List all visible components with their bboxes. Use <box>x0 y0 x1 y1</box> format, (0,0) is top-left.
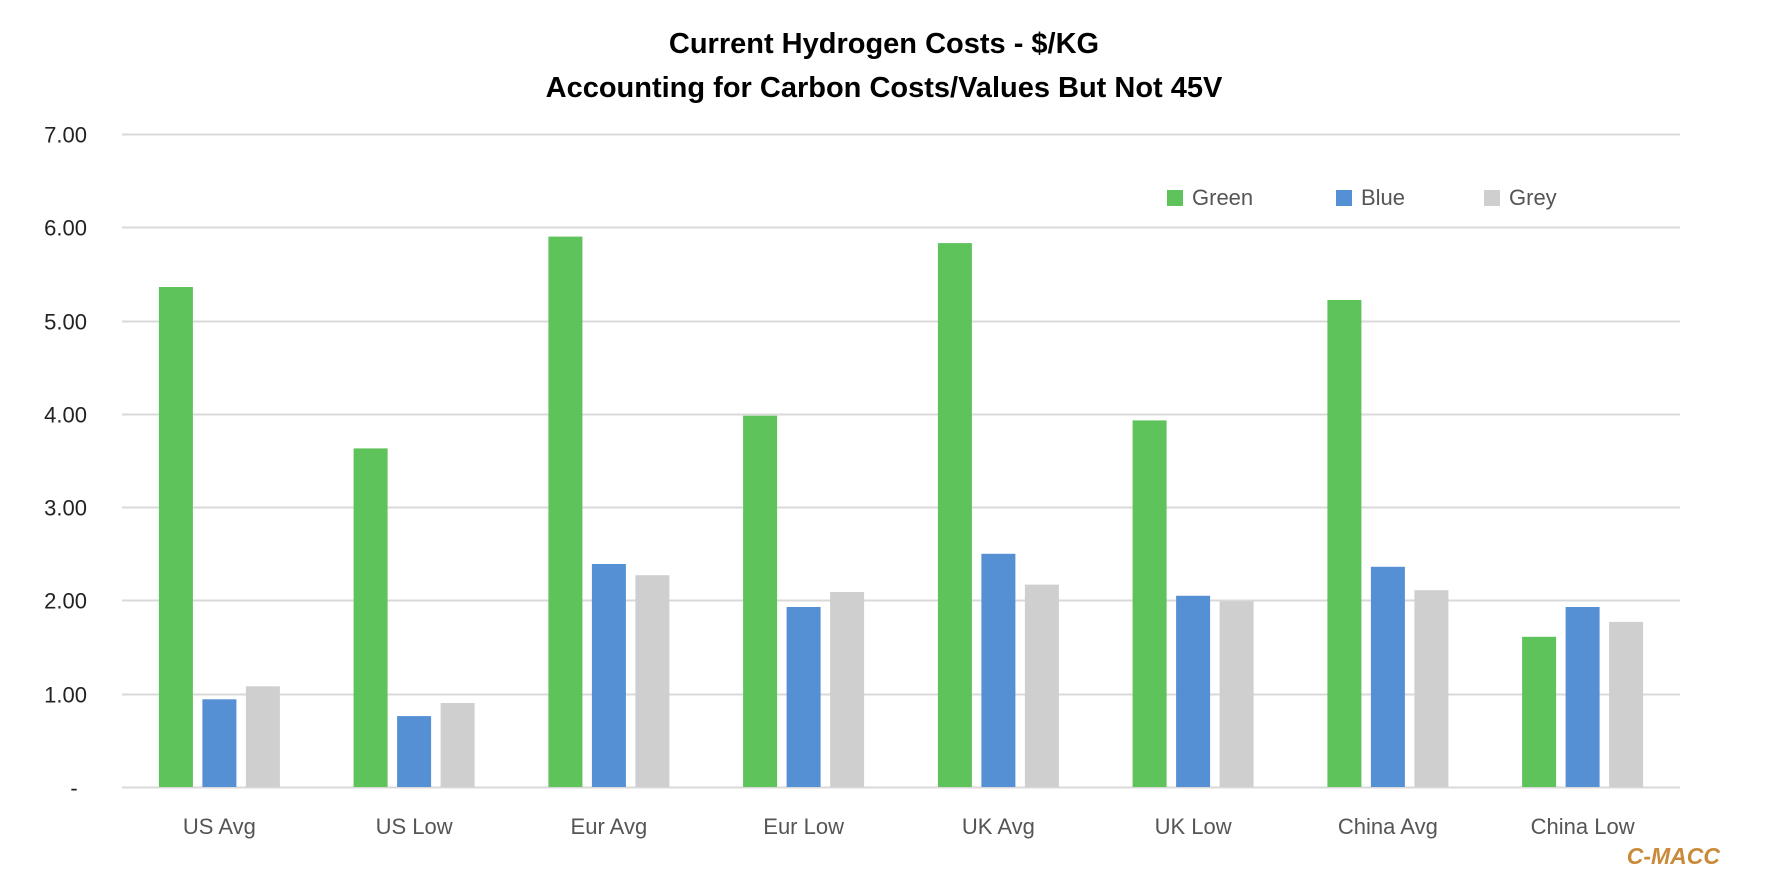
watermark-c-macc: C-MACC <box>1627 843 1721 869</box>
bar-green-eur-avg <box>548 236 583 788</box>
chart-title: Current Hydrogen Costs - $/KG Accounting… <box>546 28 1223 104</box>
y-tick-label: 7.00 <box>44 123 87 148</box>
bars <box>158 236 1644 788</box>
bar-grey-us-low <box>440 703 475 787</box>
y-tick-label: 3.00 <box>44 496 87 521</box>
bar-blue-us-low <box>397 716 432 787</box>
bar-green-china-avg <box>1327 300 1362 787</box>
bar-grey-uk-low <box>1219 601 1254 787</box>
legend-label: Green <box>1192 185 1253 210</box>
bar-grey-uk-avg <box>1024 584 1059 787</box>
x-tick-label: US Low <box>376 814 453 839</box>
x-tick-label: US Avg <box>183 814 256 839</box>
bar-blue-eur-low <box>786 607 821 787</box>
legend-label: Grey <box>1509 185 1557 210</box>
chart-subtitle: Accounting for Carbon Costs/Values But N… <box>546 72 1223 104</box>
x-tick-label: China Low <box>1531 814 1635 839</box>
bar-green-china-low <box>1522 636 1557 787</box>
legend-swatch <box>1336 190 1352 206</box>
y-axis-tick-labels: - 1.00 2.00 3.00 4.00 5.00 6.00 7.00 <box>44 123 87 801</box>
legend-item-grey: Grey <box>1484 185 1557 210</box>
bar-green-uk-low <box>1132 420 1167 787</box>
legend-item-green: Green <box>1167 185 1253 210</box>
legend-item-blue: Blue <box>1336 185 1405 210</box>
chart-title-line-1: Current Hydrogen Costs - $/KG <box>669 28 1099 60</box>
bar-blue-us-avg <box>202 699 237 787</box>
y-tick-label: 2.00 <box>44 589 87 614</box>
bar-grey-china-avg <box>1414 590 1449 787</box>
x-tick-label: China Avg <box>1338 814 1438 839</box>
bar-blue-uk-avg <box>981 553 1016 787</box>
y-tick-label: - <box>70 776 77 801</box>
x-tick-label: UK Avg <box>962 814 1035 839</box>
x-tick-label: UK Low <box>1155 814 1232 839</box>
bar-grey-eur-avg <box>635 575 670 787</box>
y-tick-label: 5.00 <box>44 310 87 335</box>
y-tick-label: 4.00 <box>44 403 87 428</box>
bar-blue-eur-avg <box>591 564 626 787</box>
bar-green-us-avg <box>158 287 193 787</box>
y-tick-label: 6.00 <box>44 216 87 241</box>
legend-swatch <box>1484 190 1500 206</box>
y-tick-label: 1.00 <box>44 683 87 708</box>
x-tick-label: Eur Avg <box>571 814 648 839</box>
legend-swatch <box>1167 190 1183 206</box>
x-tick-label: Eur Low <box>763 814 844 839</box>
bar-grey-eur-low <box>830 592 865 787</box>
legend: Green Blue Grey <box>1167 185 1557 210</box>
bar-blue-uk-low <box>1176 595 1211 787</box>
bar-grey-china-low <box>1609 621 1644 787</box>
bar-green-eur-low <box>743 415 778 787</box>
bar-blue-china-avg <box>1370 566 1405 787</box>
x-axis-category-labels: US Avg US Low Eur Avg Eur Low UK Avg UK Low Ch… <box>183 814 1635 839</box>
legend-label: Blue <box>1361 185 1405 210</box>
bar-blue-china-low <box>1565 607 1600 787</box>
bar-grey-us-avg <box>245 686 280 787</box>
bar-green-uk-avg <box>937 243 972 788</box>
bar-green-us-low <box>353 448 388 787</box>
